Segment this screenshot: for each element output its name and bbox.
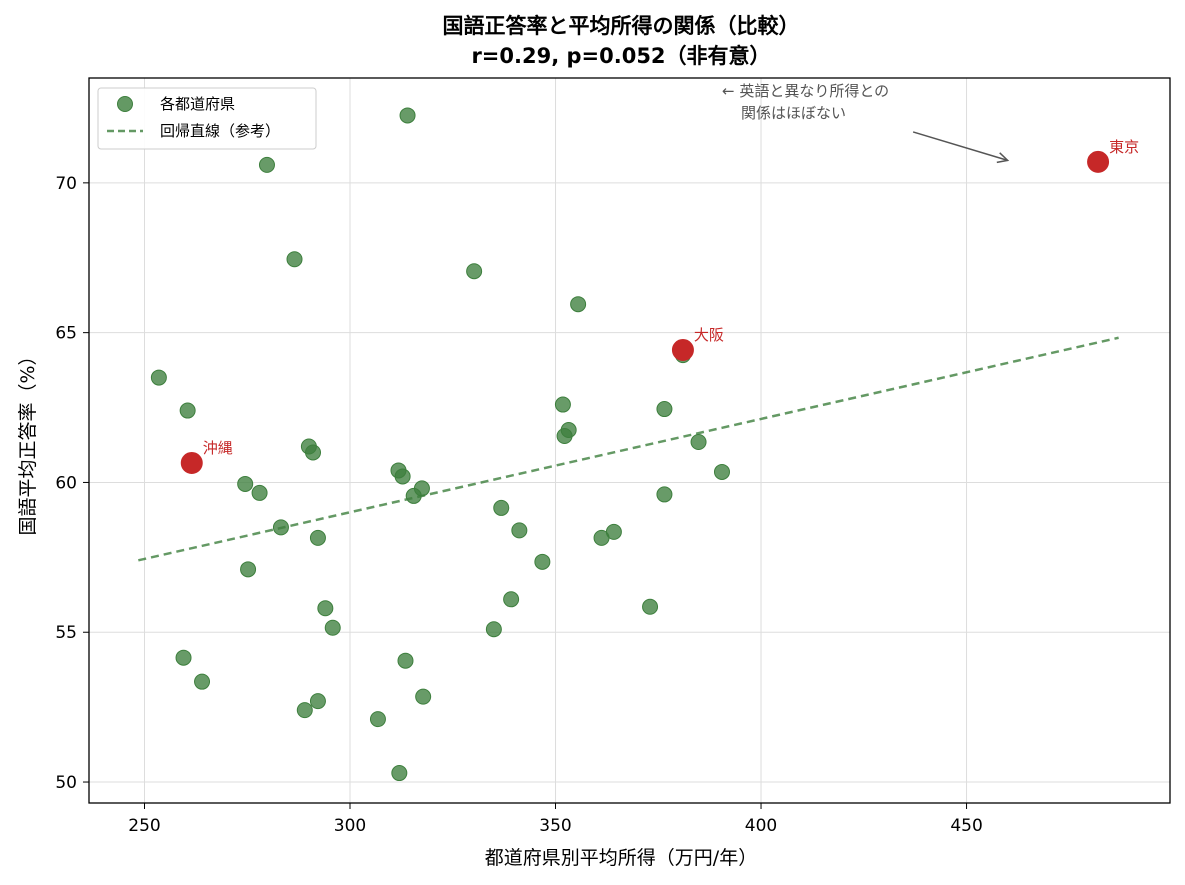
data-point — [175, 649, 192, 666]
data-point — [511, 522, 528, 539]
data-point — [309, 693, 326, 710]
chart-title-line1: 国語正答率と平均所得の関係（比較） — [443, 14, 800, 38]
data-point — [272, 519, 289, 536]
data-point — [258, 156, 275, 173]
annotation-text-line1: ← 英語と異なり所得との — [722, 82, 889, 100]
data-point — [309, 529, 326, 546]
data-point — [534, 553, 551, 570]
regression-layer — [138, 336, 1119, 562]
annotation-text-line2: 関係はほぼない — [741, 104, 846, 122]
data-point — [415, 688, 432, 705]
plot-frame — [88, 77, 1171, 804]
highlight-point — [1087, 150, 1110, 173]
data-point — [397, 652, 414, 669]
legend: 各都道府県 回帰直線（参考） — [97, 87, 317, 150]
data-point — [493, 499, 510, 516]
data-point — [394, 468, 411, 485]
y-tick-label: 55 — [55, 623, 77, 643]
data-point — [560, 422, 577, 439]
data-point — [391, 765, 408, 782]
chart-title-line2: r=0.29, p=0.052（非有意） — [471, 44, 770, 68]
data-point — [179, 402, 196, 419]
y-tick-label: 70 — [55, 174, 77, 194]
data-point — [237, 475, 254, 492]
data-point — [656, 486, 673, 503]
y-tick-label: 65 — [55, 324, 77, 344]
data-point — [369, 711, 386, 728]
highlight-point — [180, 451, 203, 474]
data-point — [642, 598, 659, 615]
highlight-label: 沖縄 — [203, 439, 233, 457]
data-point — [399, 107, 416, 124]
data-point — [605, 523, 622, 540]
highlight-label: 大阪 — [694, 326, 724, 344]
data-point — [466, 263, 483, 280]
annotation-arrow-head — [996, 152, 1010, 164]
data-point — [194, 673, 211, 690]
data-point — [570, 296, 587, 313]
data-point — [554, 396, 571, 413]
y-tick-label: 50 — [55, 773, 77, 793]
data-point — [317, 600, 334, 617]
data-point — [713, 463, 730, 480]
x-tick-label: 250 — [128, 816, 160, 836]
data-point — [150, 369, 167, 386]
legend-box — [97, 87, 317, 150]
data-point — [503, 591, 520, 608]
data-point — [305, 444, 322, 461]
grid-lines — [89, 78, 1170, 803]
regression-line — [138, 336, 1119, 562]
data-point — [656, 401, 673, 418]
x-tick-label: 400 — [745, 816, 777, 836]
x-axis-ticks: 250 300 350 400 450 — [128, 803, 983, 836]
highlight-point — [671, 339, 694, 362]
data-point — [324, 619, 341, 636]
data-point — [296, 702, 313, 719]
x-tick-label: 350 — [539, 816, 571, 836]
y-axis-label: 国語平均正答率（%） — [17, 346, 39, 535]
legend-marker-points — [117, 96, 133, 112]
data-point — [413, 480, 430, 497]
highlight-label: 東京 — [1109, 138, 1139, 156]
legend-label-points: 各都道府県 — [160, 95, 235, 113]
x-axis-label: 都道府県別平均所得（万円/年） — [485, 847, 757, 869]
data-point — [286, 251, 303, 268]
points-layer — [150, 107, 730, 782]
data-point — [485, 621, 502, 638]
legend-label-regression: 回帰直線（参考） — [160, 122, 280, 140]
data-point — [690, 433, 707, 450]
annotation-arrow-line — [912, 131, 1008, 162]
y-axis-ticks: 50 55 60 65 70 — [55, 174, 89, 793]
data-point — [251, 484, 268, 501]
x-tick-label: 450 — [950, 816, 982, 836]
x-tick-label: 300 — [334, 816, 366, 836]
y-tick-label: 60 — [55, 473, 77, 493]
data-point — [240, 561, 257, 578]
annotation-layer: ← 英語と異なり所得との 関係はほぼない — [722, 82, 1010, 164]
